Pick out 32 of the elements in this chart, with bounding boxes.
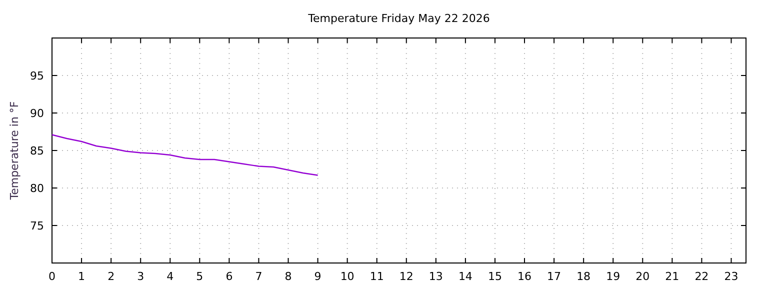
x-tick-label: 4 xyxy=(166,270,174,283)
x-tick-label: 2 xyxy=(108,270,115,283)
x-tick-label: 17 xyxy=(547,270,562,283)
x-tick-label: 7 xyxy=(255,270,262,283)
x-tick-label: 8 xyxy=(284,270,292,283)
y-tick-label: 90 xyxy=(30,107,44,120)
x-tick-label: 6 xyxy=(226,270,233,283)
y-tick-label: 75 xyxy=(30,220,44,232)
x-tick-label: 23 xyxy=(724,270,738,283)
line-series xyxy=(51,134,318,176)
chart-title: Temperature Friday May 22 2026 xyxy=(307,12,490,25)
x-tick-label: 18 xyxy=(576,270,591,283)
y-tick-label: 85 xyxy=(30,144,44,158)
x-tick-label: 9 xyxy=(314,270,322,283)
y-axis-title: Temperature in °F xyxy=(8,101,21,201)
x-tick-label: 22 xyxy=(694,270,709,283)
x-tick-label: 21 xyxy=(665,270,680,283)
x-tick-label: 13 xyxy=(428,270,443,283)
x-tick-label: 15 xyxy=(488,270,502,283)
x-tick-label: 12 xyxy=(399,270,414,283)
x-tick-label: 19 xyxy=(606,270,620,283)
x-tick-label: 1 xyxy=(78,270,86,283)
x-tick-label: 0 xyxy=(48,270,56,283)
x-tick-label: 20 xyxy=(636,270,650,283)
y-tick-label: 95 xyxy=(30,70,44,82)
x-tick-label: 5 xyxy=(196,270,204,283)
x-tick-label: 14 xyxy=(458,270,472,283)
x-tick-label: 3 xyxy=(137,270,144,283)
x-tick-label: 10 xyxy=(340,270,354,283)
x-tick-label: 16 xyxy=(518,270,532,283)
x-tick-label: 11 xyxy=(370,270,384,283)
y-tick-label: 80 xyxy=(30,182,44,195)
